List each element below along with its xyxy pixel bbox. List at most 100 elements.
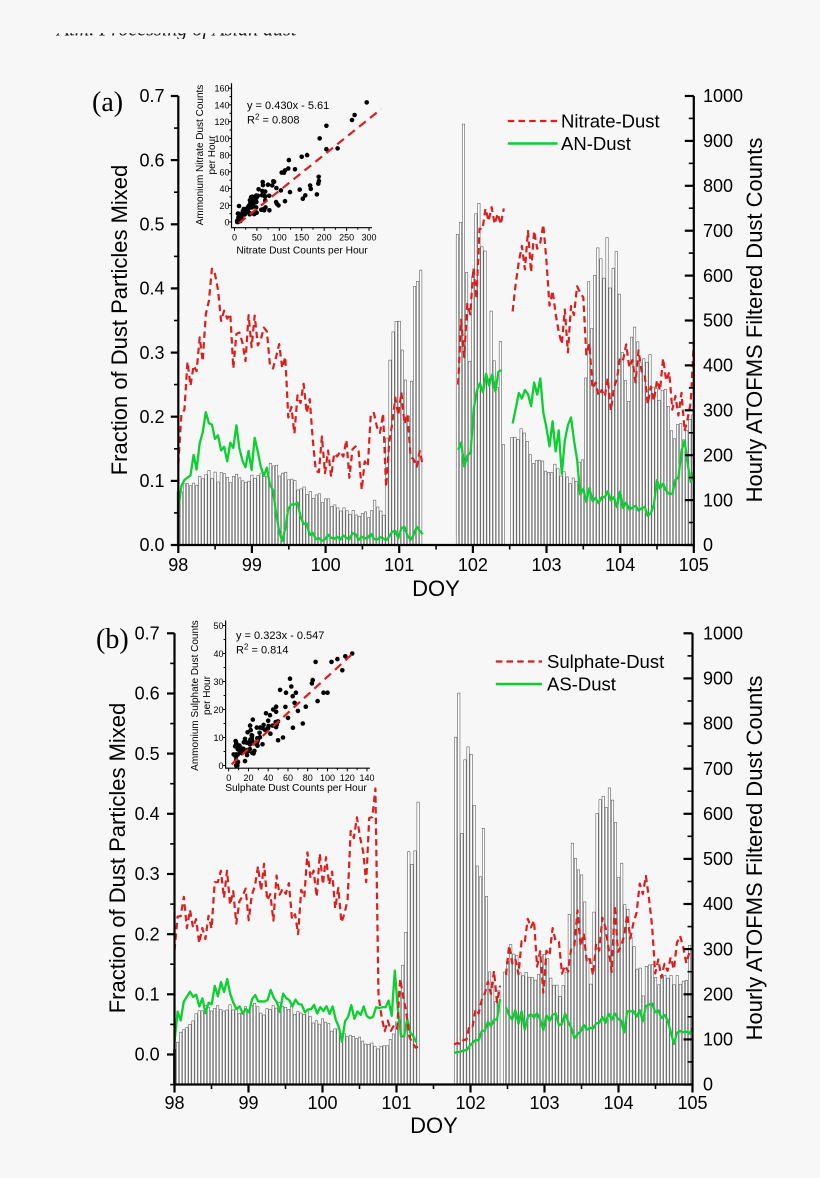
svg-text:40: 40: [263, 773, 273, 783]
svg-text:0.3: 0.3: [139, 343, 164, 363]
svg-text:100: 100: [311, 555, 341, 575]
svg-text:0: 0: [703, 1075, 713, 1095]
svg-text:200: 200: [703, 445, 733, 465]
svg-text:250: 250: [339, 233, 354, 243]
svg-text:400: 400: [703, 356, 733, 376]
svg-text:0.5: 0.5: [135, 744, 160, 764]
svg-text:0: 0: [703, 535, 713, 555]
svg-text:AS-Dust: AS-Dust: [547, 673, 616, 694]
svg-text:80: 80: [303, 773, 313, 783]
svg-text:98: 98: [168, 555, 188, 575]
svg-text:800: 800: [703, 714, 733, 734]
svg-text:0.4: 0.4: [135, 804, 160, 824]
svg-text:Fraction of Dust Particles Mix: Fraction of Dust Particles Mixed: [107, 165, 132, 476]
svg-text:0.6: 0.6: [135, 684, 160, 704]
svg-text:y = 0.323x - 0.547: y = 0.323x - 0.547: [236, 630, 324, 642]
svg-text:101: 101: [381, 1093, 411, 1113]
svg-text:0.0: 0.0: [139, 535, 164, 555]
svg-text:102: 102: [455, 1093, 485, 1113]
svg-text:0.6: 0.6: [139, 150, 164, 170]
svg-text:700: 700: [703, 221, 733, 241]
svg-text:Atm. Processing of Asian dust: Atm. Processing of Asian dust: [55, 19, 297, 41]
svg-text:Sulphate Dust Counts per Hour: Sulphate Dust Counts per Hour: [225, 783, 367, 794]
svg-text:Ammonium Sulphate Dust Counts: Ammonium Sulphate Dust Counts: [190, 620, 201, 771]
svg-text:300: 300: [361, 233, 376, 243]
svg-text:1000: 1000: [703, 624, 743, 644]
svg-text:300: 300: [703, 939, 733, 959]
svg-text:0.1: 0.1: [135, 985, 160, 1005]
svg-text:140: 140: [359, 773, 374, 783]
svg-text:0.7: 0.7: [135, 624, 160, 644]
svg-text:0.2: 0.2: [139, 407, 164, 427]
svg-text:100: 100: [320, 773, 335, 783]
svg-text:DOY: DOY: [410, 1113, 458, 1138]
svg-text:101: 101: [384, 555, 414, 575]
svg-text:AN-Dust: AN-Dust: [561, 133, 631, 154]
svg-text:103: 103: [531, 555, 561, 575]
svg-text:Nitrate-Dust: Nitrate-Dust: [561, 110, 660, 131]
svg-text:60: 60: [283, 773, 293, 783]
svg-text:100: 100: [307, 1093, 337, 1113]
svg-text:40: 40: [219, 184, 229, 194]
svg-text:600: 600: [703, 266, 733, 286]
svg-text:100: 100: [703, 490, 733, 510]
svg-text:104: 104: [605, 555, 635, 575]
svg-text:150: 150: [294, 233, 309, 243]
svg-text:0: 0: [226, 773, 231, 783]
svg-text:20: 20: [219, 201, 229, 211]
svg-text:900: 900: [703, 131, 733, 151]
svg-text:140: 140: [214, 100, 229, 110]
svg-text:105: 105: [679, 555, 709, 575]
svg-text:(b): (b): [96, 624, 129, 655]
svg-text:0: 0: [218, 761, 223, 771]
svg-text:900: 900: [703, 669, 733, 689]
svg-text:0.0: 0.0: [135, 1045, 160, 1065]
svg-text:20: 20: [243, 773, 253, 783]
svg-text:99: 99: [242, 555, 262, 575]
svg-text:0.4: 0.4: [139, 279, 164, 299]
svg-text:per Hour: per Hour: [202, 675, 213, 715]
svg-text:200: 200: [317, 233, 332, 243]
svg-text:60: 60: [219, 167, 229, 177]
svg-text:800: 800: [703, 176, 733, 196]
svg-text:DOY: DOY: [412, 576, 460, 601]
svg-text:Hourly ATOFMS Filtered Dust Co: Hourly ATOFMS Filtered Dust Counts: [742, 138, 767, 503]
svg-text:(a): (a): [92, 87, 123, 118]
svg-text:30: 30: [213, 677, 223, 687]
svg-text:103: 103: [529, 1093, 559, 1113]
svg-text:105: 105: [677, 1093, 707, 1113]
svg-text:104: 104: [603, 1093, 633, 1113]
svg-text:Nitrate Dust Counts per Hour: Nitrate Dust Counts per Hour: [236, 246, 368, 257]
svg-text:Fraction of Dust Particles Mix: Fraction of Dust Particles Mixed: [105, 703, 130, 1014]
svg-text:40: 40: [213, 649, 223, 659]
svg-text:100: 100: [272, 233, 287, 243]
svg-text:160: 160: [214, 84, 229, 94]
svg-text:200: 200: [703, 985, 733, 1005]
svg-text:400: 400: [703, 894, 733, 914]
svg-text:10: 10: [213, 733, 223, 743]
svg-text:80: 80: [219, 151, 229, 161]
svg-text:y = 0.430x - 5.61: y = 0.430x - 5.61: [247, 100, 329, 112]
svg-text:102: 102: [458, 555, 488, 575]
svg-text:R2 = 0.808: R2 = 0.808: [247, 113, 299, 127]
svg-text:100: 100: [214, 134, 229, 144]
svg-text:R2 = 0.814: R2 = 0.814: [236, 643, 288, 657]
svg-text:600: 600: [703, 804, 733, 824]
svg-text:500: 500: [703, 311, 733, 331]
svg-text:99: 99: [238, 1093, 258, 1113]
svg-text:Ammonium Nitrate Dust Counts: Ammonium Nitrate Dust Counts: [195, 85, 206, 226]
svg-text:500: 500: [703, 849, 733, 869]
svg-text:300: 300: [703, 401, 733, 421]
svg-text:98: 98: [164, 1093, 184, 1113]
svg-text:50: 50: [213, 621, 223, 631]
svg-text:0.2: 0.2: [135, 924, 160, 944]
svg-text:120: 120: [340, 773, 355, 783]
svg-text:0.5: 0.5: [139, 215, 164, 235]
svg-text:20: 20: [213, 705, 223, 715]
svg-text:0.7: 0.7: [139, 86, 164, 106]
svg-text:per Hour: per Hour: [207, 135, 218, 175]
svg-text:100: 100: [703, 1030, 733, 1050]
svg-text:1000: 1000: [703, 86, 743, 106]
svg-text:0: 0: [224, 218, 229, 228]
svg-text:700: 700: [703, 759, 733, 779]
